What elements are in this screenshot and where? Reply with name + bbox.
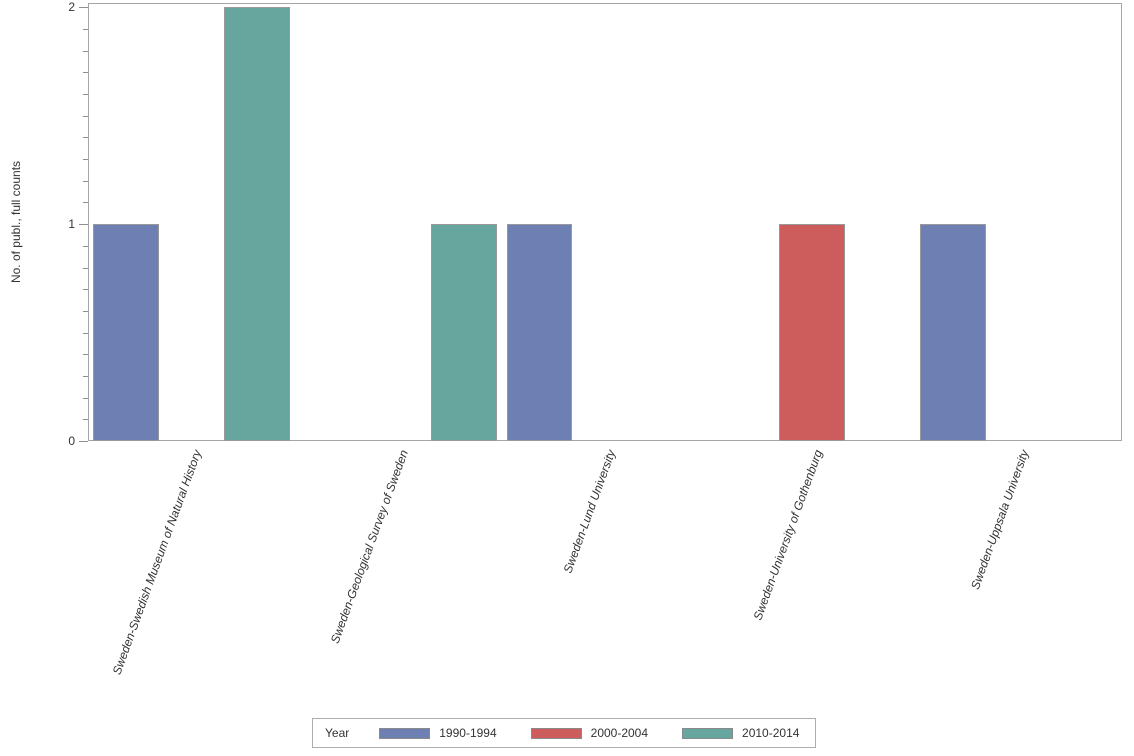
y-tick-minor [83, 116, 88, 117]
bar-2010-2014 [224, 7, 290, 441]
legend-swatch [530, 727, 582, 739]
y-tick-major [79, 224, 88, 225]
legend-swatch [682, 727, 734, 739]
y-tick-minor [83, 268, 88, 269]
y-tick-minor [83, 246, 88, 247]
y-tick-label: 0 [68, 434, 75, 448]
y-tick-minor [83, 29, 88, 30]
x-axis-label: Sweden-Geological Survey of Sweden [328, 448, 412, 646]
y-tick-minor [83, 159, 88, 160]
legend-item-label: 1990-1994 [439, 726, 497, 740]
legend-swatch [379, 727, 431, 739]
y-tick-minor [83, 333, 88, 334]
y-tick-minor [83, 181, 88, 182]
bar-2010-2014 [431, 224, 497, 441]
y-axis-title: No. of publ., full counts [9, 160, 23, 284]
y-tick-minor [83, 202, 88, 203]
legend-title: Year [325, 726, 350, 740]
y-tick-minor [83, 137, 88, 138]
y-tick-major [79, 7, 88, 8]
x-axis-label: Sweden-Uppsala University [968, 448, 1032, 592]
legend-item: 1990-1994 [379, 726, 497, 740]
y-tick-minor [83, 289, 88, 290]
y-tick-minor [83, 311, 88, 312]
bar-1990-1994 [506, 224, 573, 441]
y-tick-minor [83, 94, 88, 95]
y-tick-minor [83, 354, 88, 355]
y-tick-minor [83, 51, 88, 52]
y-tick-label: 2 [68, 0, 75, 15]
y-tick-minor [83, 419, 88, 420]
bar-1990-1994 [920, 224, 986, 441]
x-axis-label: Sweden-Swedish Museum of Natural History [109, 448, 205, 677]
legend-item: 2000-2004 [530, 726, 649, 740]
y-tick-minor [83, 72, 88, 73]
legend-item-label: 2010-2014 [742, 726, 800, 740]
bar-2000-2004 [778, 224, 845, 441]
bar-1990-1994 [92, 224, 159, 441]
y-tick-label: 1 [68, 217, 75, 232]
x-axis-label: Sweden-Lund University [560, 448, 619, 576]
legend: Year 1990-1994 2000-2004 2010-2014 [312, 718, 817, 748]
y-tick-minor [83, 398, 88, 399]
legend-item-label: 2000-2004 [590, 726, 649, 740]
y-tick-minor [83, 376, 88, 377]
y-tick-major [79, 441, 88, 442]
x-axis-label: Sweden-University of Gothenburg [750, 448, 825, 623]
legend-item: 2010-2014 [682, 726, 799, 740]
